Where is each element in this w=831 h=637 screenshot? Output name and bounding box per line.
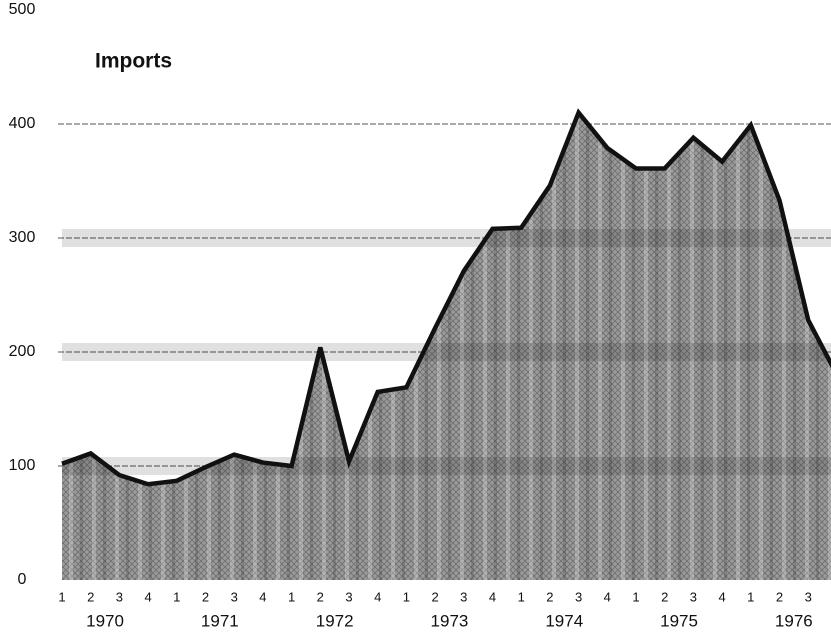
- year-label: 1971: [201, 611, 239, 630]
- x-tick-label: 4: [144, 589, 151, 604]
- x-tick-label: 3: [116, 589, 123, 604]
- band: [62, 457, 831, 475]
- x-tick-label: 4: [718, 589, 725, 604]
- x-tick-label: 2: [431, 589, 438, 604]
- year-label: 1975: [660, 611, 698, 630]
- x-tick-label: 1: [288, 589, 295, 604]
- x-tick-label: 2: [776, 589, 783, 604]
- x-tick-label: 3: [575, 589, 582, 604]
- x-tick-label: 4: [259, 589, 266, 604]
- area-texture: [62, 112, 831, 580]
- chart-title: Imports: [95, 50, 172, 73]
- x-tick-label: 3: [805, 589, 812, 604]
- y-tick-label: 400: [9, 115, 36, 132]
- x-tick-label: 3: [231, 589, 238, 604]
- x-tick-label: 2: [546, 589, 553, 604]
- x-tick-label: 3: [345, 589, 352, 604]
- year-label: 1976: [775, 611, 813, 630]
- year-label: 1970: [86, 611, 124, 630]
- x-tick-label: 1: [58, 589, 65, 604]
- year-label: 1972: [316, 611, 354, 630]
- x-tick-label: 1: [518, 589, 525, 604]
- x-tick-label: 2: [661, 589, 668, 604]
- x-tick-label: 1: [403, 589, 410, 604]
- year-label: 1973: [431, 611, 469, 630]
- year-label: 1974: [545, 611, 583, 630]
- x-tick-label: 2: [317, 589, 324, 604]
- x-tick-label: 3: [690, 589, 697, 604]
- x-tick-label: 4: [374, 589, 381, 604]
- y-tick-label: 200: [9, 343, 36, 360]
- line: [61, 108, 831, 487]
- y-tick-label: 0: [18, 571, 27, 588]
- x-tick-label: 1: [173, 589, 180, 604]
- x-tick-label: 4: [604, 589, 611, 604]
- y-tick-label: 300: [9, 229, 36, 246]
- x-tick-label: 1: [747, 589, 754, 604]
- x-tick-label: 3: [460, 589, 467, 604]
- x-tick-label: 1: [632, 589, 639, 604]
- band: [62, 343, 831, 361]
- y-tick-label: 500: [9, 1, 36, 18]
- y-tick-label: 100: [9, 457, 36, 474]
- band: [62, 229, 831, 247]
- x-tick-label: 2: [87, 589, 94, 604]
- x-tick-label: 4: [489, 589, 496, 604]
- x-tick-label: 2: [202, 589, 209, 604]
